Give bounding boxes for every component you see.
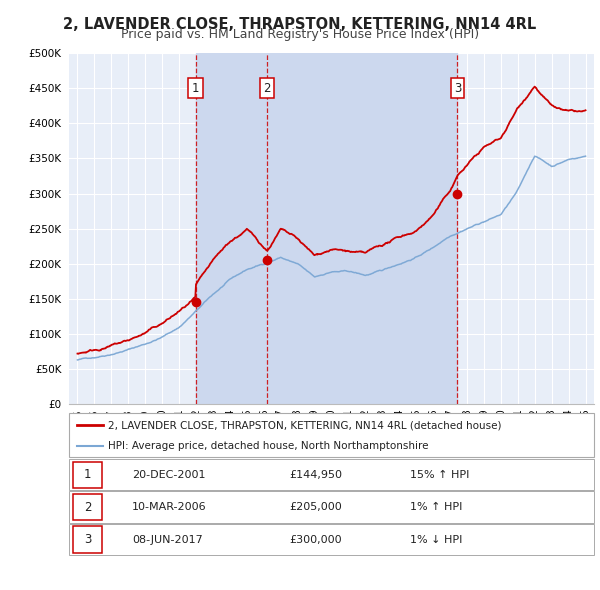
Text: 10-MAR-2006: 10-MAR-2006 <box>132 502 206 512</box>
Bar <box>73 526 102 553</box>
Text: 20-DEC-2001: 20-DEC-2001 <box>132 470 205 480</box>
Text: £300,000: £300,000 <box>290 535 342 545</box>
Bar <box>196 53 267 404</box>
Text: Price paid vs. HM Land Registry's House Price Index (HPI): Price paid vs. HM Land Registry's House … <box>121 28 479 41</box>
Text: 1: 1 <box>84 468 91 481</box>
Text: HPI: Average price, detached house, North Northamptonshire: HPI: Average price, detached house, Nort… <box>109 441 429 451</box>
Text: 1% ↑ HPI: 1% ↑ HPI <box>410 502 463 512</box>
Bar <box>73 494 102 520</box>
Text: 2, LAVENDER CLOSE, THRAPSTON, KETTERING, NN14 4RL: 2, LAVENDER CLOSE, THRAPSTON, KETTERING,… <box>64 17 536 31</box>
Text: 1% ↓ HPI: 1% ↓ HPI <box>410 535 463 545</box>
Text: 2: 2 <box>84 500 91 514</box>
Text: 08-JUN-2017: 08-JUN-2017 <box>132 535 203 545</box>
Bar <box>267 53 457 404</box>
Text: 2, LAVENDER CLOSE, THRAPSTON, KETTERING, NN14 4RL (detached house): 2, LAVENDER CLOSE, THRAPSTON, KETTERING,… <box>109 421 502 430</box>
Text: £205,000: £205,000 <box>290 502 342 512</box>
Text: 1: 1 <box>192 81 199 95</box>
Bar <box>73 461 102 488</box>
Text: 15% ↑ HPI: 15% ↑ HPI <box>410 470 470 480</box>
Text: 3: 3 <box>454 81 461 95</box>
Text: £144,950: £144,950 <box>290 470 343 480</box>
Text: 2: 2 <box>263 81 271 95</box>
Text: 3: 3 <box>84 533 91 546</box>
